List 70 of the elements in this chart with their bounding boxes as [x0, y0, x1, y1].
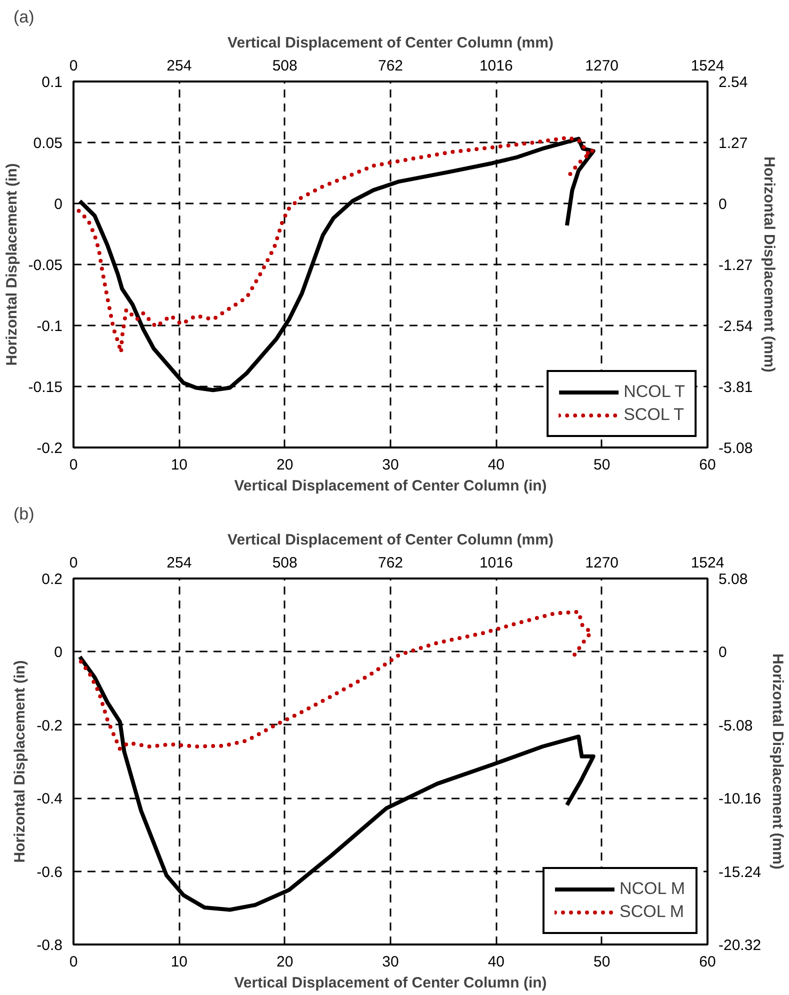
- x-tick-label: 40: [488, 456, 505, 474]
- x-axis-title: Vertical Displacement of Center Column (in): [234, 478, 547, 494]
- legend-label: NCOL T: [624, 382, 685, 402]
- y2-tick-label: -10.16: [718, 790, 762, 808]
- y2-axis-title: Horizontal Displacement (mm): [760, 156, 778, 372]
- y-tick-label: 0.2: [42, 571, 63, 588]
- y-tick-label: -0.1: [36, 318, 63, 335]
- y-tick-label: -0.15: [28, 379, 63, 396]
- x-tick-label: 30: [382, 456, 399, 474]
- y-tick-label: -0.2: [36, 717, 63, 734]
- y2-tick-label: -5.08: [718, 717, 753, 734]
- x-tick-label: 30: [382, 954, 399, 970]
- x2-tick-label: 508: [272, 554, 298, 572]
- y2-tick-label: -20.32: [718, 937, 762, 954]
- x-tick-label: 10: [170, 456, 188, 474]
- y2-tick-label: -3.81: [718, 379, 753, 396]
- x2-axis-title: Vertical Displacement of Center Column (mm): [228, 34, 554, 52]
- x2-tick-label: 0: [69, 554, 78, 572]
- y2-tick-label: -5.08: [718, 440, 753, 457]
- legend-label: SCOL T: [624, 405, 684, 425]
- legend-label: SCOL M: [620, 902, 684, 922]
- line-series: [76, 136, 596, 354]
- y-axis-title: Horizontal Displacement (in): [12, 660, 29, 863]
- x2-tick-label: 1524: [690, 554, 724, 572]
- x-tick-label: 50: [593, 954, 610, 970]
- x-tick-label: 50: [593, 456, 610, 474]
- y2-tick-label: 5.08: [718, 571, 748, 588]
- x2-tick-label: 508: [272, 58, 298, 74]
- x-tick-label: 10: [170, 954, 188, 970]
- y2-tick-label: 0: [718, 644, 727, 662]
- x-tick-label: 60: [699, 954, 716, 970]
- x2-tick-label: 254: [166, 58, 192, 74]
- x-tick-label: 0: [69, 456, 78, 474]
- x2-axis-title: Vertical Displacement of Center Column (mm): [228, 532, 554, 548]
- y-axis-title: Horizontal Displacement (in): [3, 163, 20, 366]
- x2-tick-label: 1016: [479, 554, 513, 572]
- x2-tick-label: 762: [378, 554, 404, 572]
- y2-tick-label: -1.27: [718, 257, 753, 274]
- text: (b): [14, 504, 34, 524]
- x2-tick-label: 1016: [479, 58, 513, 74]
- y-tick-label: 0.05: [33, 135, 63, 152]
- y-tick-label: 0.1: [42, 74, 63, 91]
- line-series: [78, 610, 594, 752]
- y-tick-label: -0.2: [36, 440, 63, 457]
- x2-tick-label: 0: [69, 58, 78, 74]
- x-axis-title: Vertical Displacement of Center Column (in): [234, 974, 547, 992]
- y2-tick-label: 0: [718, 196, 727, 213]
- y-tick-label: 0: [54, 644, 62, 662]
- text: (a): [14, 8, 34, 26]
- y-tick-label: -0.8: [36, 937, 63, 954]
- y-tick-label: -0.05: [28, 257, 63, 274]
- x2-tick-label: 1524: [690, 58, 724, 74]
- x-tick-label: 20: [276, 456, 294, 474]
- y-tick-label: 0: [54, 196, 62, 213]
- y2-tick-label: 1.27: [718, 135, 748, 152]
- legend-label: NCOL M: [620, 879, 685, 899]
- x-tick-label: 60: [699, 456, 716, 474]
- y2-tick-label: -15.24: [718, 864, 762, 881]
- y2-axis-title: Horizontal Displacement (mm): [769, 654, 786, 870]
- x2-tick-label: 254: [166, 554, 192, 572]
- x-tick-label: 40: [488, 954, 505, 970]
- y-tick-label: -0.6: [36, 864, 63, 881]
- x2-tick-label: 1270: [585, 554, 619, 572]
- x-tick-label: 20: [276, 954, 294, 970]
- y2-tick-label: 2.54: [718, 74, 748, 91]
- y-tick-label: -0.4: [36, 790, 63, 808]
- x2-tick-label: 1270: [585, 58, 619, 74]
- x-tick-label: 0: [69, 954, 78, 970]
- x2-tick-label: 762: [378, 58, 404, 74]
- y2-tick-label: -2.54: [718, 318, 753, 335]
